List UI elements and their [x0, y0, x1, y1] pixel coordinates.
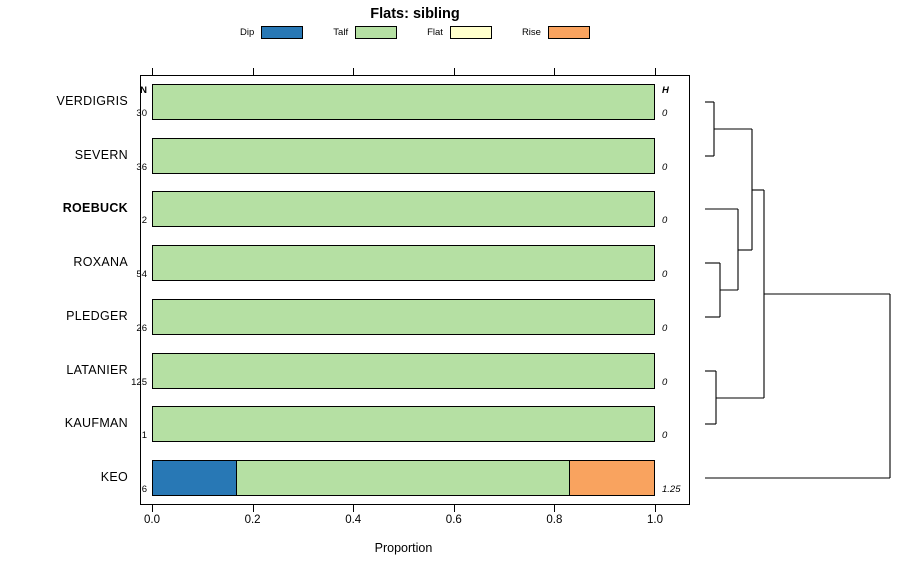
h-value: 0 [662, 161, 668, 173]
h-value: 0 [662, 107, 668, 119]
bar-segment-rise [570, 461, 654, 496]
x-tick-top [152, 68, 153, 75]
h-column-header: H [662, 84, 669, 96]
n-value: 125 [131, 376, 147, 388]
bar-segment-talf [153, 407, 654, 442]
row-label-latanier: LATANIER [66, 362, 128, 377]
legend-item-talf: Talf [333, 26, 398, 39]
x-tick-top [353, 68, 355, 75]
x-tick-top [554, 68, 556, 75]
bar-segment-talf [153, 138, 654, 173]
bar-segment-dip [153, 461, 237, 496]
bar-segment-talf [236, 461, 571, 496]
x-tick-bottom [453, 505, 455, 512]
h-value: 0 [662, 322, 668, 334]
bar-segment-talf [153, 299, 654, 334]
legend-label: Talf [333, 27, 349, 38]
row-label-roxana: ROXANA [73, 255, 128, 270]
legend-swatch [261, 26, 304, 39]
legend-item-rise: Rise [522, 26, 590, 39]
n-value: 26 [136, 322, 147, 334]
legend-label: Dip [240, 27, 255, 38]
plot-box [140, 75, 690, 505]
x-tick-bottom [554, 505, 556, 512]
bar-segment-talf [153, 353, 654, 388]
row-label-kaufman: KAUFMAN [64, 416, 128, 431]
row-label-pledger: PLEDGER [66, 308, 128, 323]
h-value: 1.25 [662, 484, 681, 496]
legend-swatch [449, 26, 492, 39]
x-tick-top [655, 68, 656, 75]
legend: Dip Talf Flat Rise [140, 26, 690, 39]
x-tick-bottom [353, 505, 355, 512]
x-tick-label: 0.6 [445, 514, 462, 526]
x-tick-top [252, 68, 254, 75]
x-axis-label: Proportion [374, 541, 433, 555]
h-value: 0 [662, 376, 668, 388]
legend-swatch [547, 26, 590, 39]
legend-item-flat: Flat [427, 26, 492, 39]
x-tick-bottom [655, 505, 656, 512]
x-tick-label: 0.4 [345, 514, 362, 526]
row-label-roebuck: ROEBUCK [62, 201, 128, 216]
x-tick-label: 0.2 [244, 514, 261, 526]
h-value: 0 [662, 269, 668, 281]
x-tick-bottom [152, 505, 153, 512]
legend-item-dip: Dip [240, 26, 304, 39]
row-label-verdigris: VERDIGRIS [56, 93, 128, 108]
h-value: 0 [662, 215, 668, 227]
n-value: 1 [141, 430, 147, 442]
bar-segment-talf [153, 246, 654, 281]
x-tick-top [453, 68, 455, 75]
bar-severn [152, 137, 655, 174]
bar-latanier [152, 352, 655, 389]
legend-swatch [355, 26, 398, 39]
n-value: 54 [136, 269, 147, 281]
n-value: 6 [141, 484, 147, 496]
row-label-severn: SEVERN [74, 147, 128, 162]
h-value: 0 [662, 430, 668, 442]
row-label-keo: KEO [100, 470, 128, 485]
chart-title: Flats: sibling [370, 6, 460, 22]
bar-roebuck [152, 191, 655, 228]
bar-pledger [152, 298, 655, 335]
x-tick-label: 0.0 [144, 514, 160, 526]
n-value: 36 [136, 161, 147, 173]
bar-segment-talf [153, 192, 654, 227]
bar-verdigris [152, 83, 655, 120]
legend-label: Rise [521, 27, 541, 38]
x-tick-label: 1.0 [647, 514, 663, 526]
x-tick-bottom [252, 505, 254, 512]
n-value: 30 [136, 107, 147, 119]
bar-segment-talf [153, 84, 654, 119]
x-tick-label: 0.8 [546, 514, 563, 526]
n-value: 2 [141, 215, 147, 227]
bar-roxana [152, 245, 655, 282]
bar-kaufman [152, 406, 655, 443]
n-column-header: N [140, 84, 147, 96]
bar-keo [152, 460, 655, 497]
legend-label: Flat [427, 27, 443, 38]
